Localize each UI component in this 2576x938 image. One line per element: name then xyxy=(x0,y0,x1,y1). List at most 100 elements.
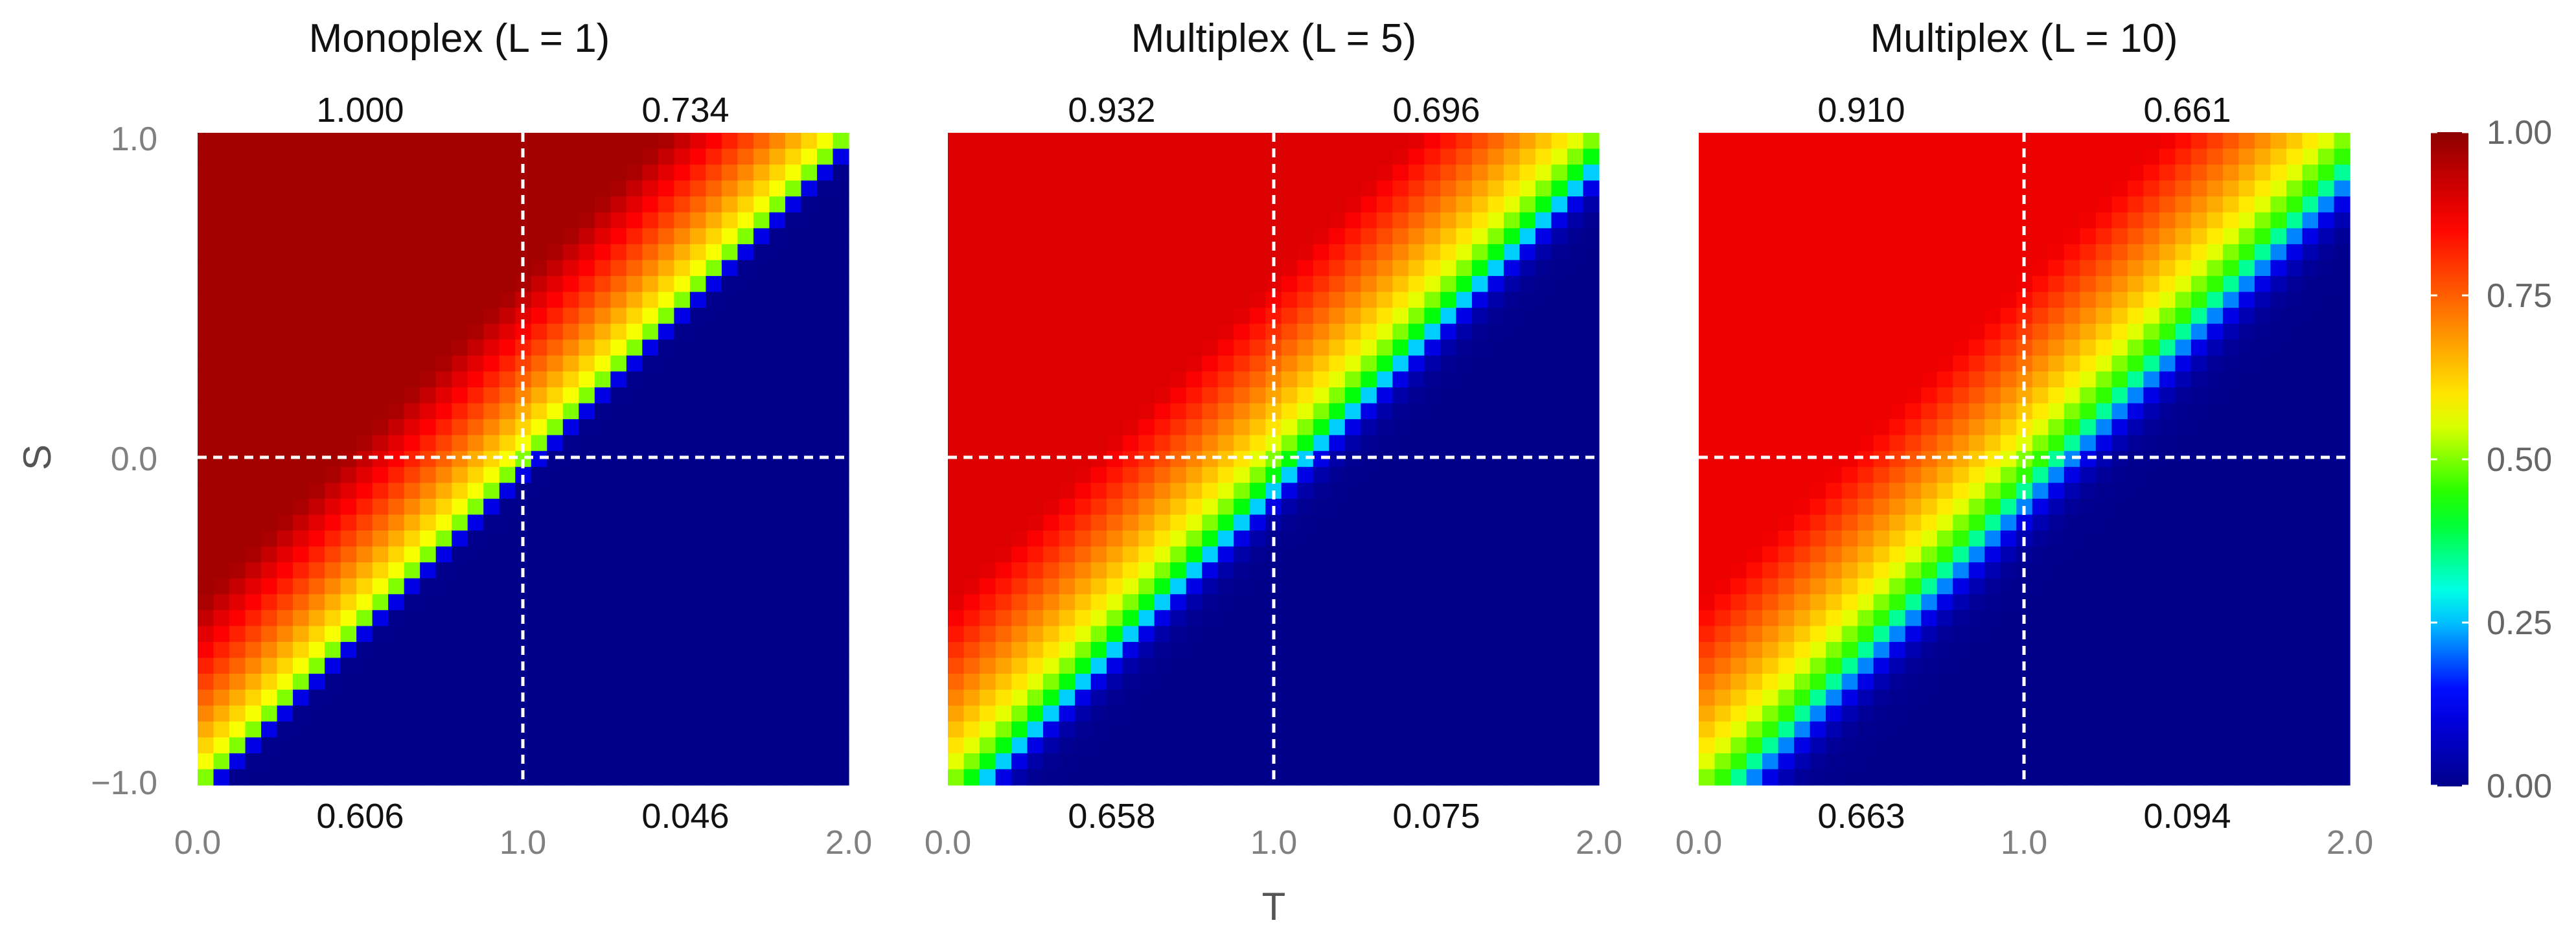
heatmap-cell xyxy=(1488,562,1504,579)
heatmap-cell xyxy=(785,658,802,674)
heatmap-cell xyxy=(1011,514,1028,531)
heatmap-cell xyxy=(610,148,627,165)
heatmap-cell xyxy=(1873,292,1890,308)
heatmap-cell xyxy=(753,610,770,626)
heatmap-cell xyxy=(452,387,468,404)
heatmap-cell xyxy=(1503,435,1521,452)
heatmap-cell xyxy=(245,658,262,674)
heatmap-cell xyxy=(1059,148,1075,165)
heatmap-cell xyxy=(2286,753,2303,770)
heatmap-cell xyxy=(1186,133,1202,150)
heatmap-cell xyxy=(1154,689,1171,706)
heatmap-cell xyxy=(245,483,262,499)
heatmap-cell xyxy=(1107,355,1123,372)
heatmap-cell xyxy=(2238,578,2255,595)
heatmap-cell xyxy=(626,578,643,595)
heatmap-cell xyxy=(995,753,1012,770)
heatmap-cell xyxy=(2064,610,2080,626)
heatmap-cell xyxy=(2143,133,2160,150)
heatmap-cell xyxy=(579,276,595,293)
heatmap-cell xyxy=(1583,578,1600,595)
heatmap-cell xyxy=(995,737,1012,754)
heatmap-cell xyxy=(2143,451,2160,468)
heatmap-cell xyxy=(1313,483,1329,499)
heatmap-cell xyxy=(2207,260,2224,277)
heatmap-cell xyxy=(2000,562,2017,579)
heatmap-cell xyxy=(1968,721,1985,738)
heatmap-cell xyxy=(658,562,674,579)
heatmap-cell xyxy=(610,721,627,738)
heatmap-cell xyxy=(1361,753,1377,770)
heatmap-cell xyxy=(2191,610,2207,626)
heatmap-cell xyxy=(1011,531,1028,547)
heatmap-cell xyxy=(1090,165,1107,181)
heatmap-cell xyxy=(1376,674,1393,691)
heatmap-cell xyxy=(404,403,420,420)
heatmap-cell xyxy=(435,323,452,340)
heatmap-cell xyxy=(801,498,818,516)
heatmap-cell xyxy=(2159,483,2176,499)
heatmap-cell xyxy=(1984,546,2001,563)
heatmap-cell xyxy=(948,562,965,579)
heatmap-cell xyxy=(1873,323,1890,340)
heatmap-cell xyxy=(1841,387,1858,404)
heatmap-cell xyxy=(948,435,965,452)
heatmap-cell xyxy=(1154,451,1171,468)
heatmap-cell xyxy=(1075,721,1092,738)
heatmap-cell xyxy=(801,578,818,595)
heatmap-cell xyxy=(1186,419,1202,436)
heatmap-cell xyxy=(1551,260,1568,277)
heatmap-cell xyxy=(483,594,500,611)
heatmap-cell xyxy=(1535,531,1552,547)
heatmap-cell xyxy=(483,419,500,436)
heatmap-cell xyxy=(2127,483,2144,499)
heatmap-cell xyxy=(2032,578,2049,595)
heatmap-cell xyxy=(1567,531,1584,547)
heatmap-cell xyxy=(325,228,341,245)
heatmap-cell xyxy=(1186,212,1202,229)
heatmap-cell xyxy=(1075,244,1092,261)
heatmap-cell xyxy=(2317,308,2335,325)
heatmap-cell xyxy=(325,721,341,738)
heatmap-cell xyxy=(995,562,1012,579)
heatmap-cell xyxy=(2064,562,2080,579)
heatmap-cell xyxy=(1567,689,1584,706)
heatmap-cell xyxy=(1583,244,1600,261)
heatmap-cell xyxy=(2095,658,2112,674)
heatmap-cell xyxy=(483,466,500,483)
heatmap-cell xyxy=(2143,403,2160,420)
heatmap-cell xyxy=(1794,196,1811,213)
heatmap-cell xyxy=(948,419,965,436)
heatmap-cell xyxy=(1953,578,1970,595)
heatmap-cell xyxy=(2127,276,2144,293)
heatmap-cell xyxy=(833,339,849,356)
heatmap-cell xyxy=(1344,292,1361,308)
heatmap-cell xyxy=(1329,212,1346,229)
heatmap-cell xyxy=(213,562,230,579)
heatmap-cell xyxy=(1361,531,1377,547)
heatmap-cell xyxy=(2207,737,2224,754)
heatmap-cell xyxy=(499,531,516,547)
heatmap-cell xyxy=(499,292,516,308)
heatmap-cell xyxy=(547,355,564,372)
heatmap-cell xyxy=(1408,531,1425,547)
heatmap-cell xyxy=(2032,244,2049,261)
heatmap-cell xyxy=(1234,689,1250,706)
heatmap-cell xyxy=(963,705,980,722)
heatmap-cell xyxy=(1249,546,1266,563)
heatmap-cell xyxy=(452,658,468,674)
heatmap-cell xyxy=(261,641,278,659)
heatmap-cell xyxy=(1202,610,1219,626)
heatmap-cell xyxy=(1075,610,1092,626)
heatmap-cell xyxy=(1234,721,1250,738)
heatmap-cell xyxy=(1456,387,1473,404)
heatmap-cell xyxy=(706,578,722,595)
heatmap-cell xyxy=(308,244,325,261)
heatmap-cell xyxy=(785,674,802,691)
heatmap-cell xyxy=(816,260,834,277)
heatmap-cell xyxy=(2143,721,2160,738)
heatmap-cell xyxy=(1826,689,1843,706)
heatmap-cell xyxy=(674,769,691,786)
heatmap-cell xyxy=(1059,403,1075,420)
heatmap-cell xyxy=(2048,148,2065,165)
